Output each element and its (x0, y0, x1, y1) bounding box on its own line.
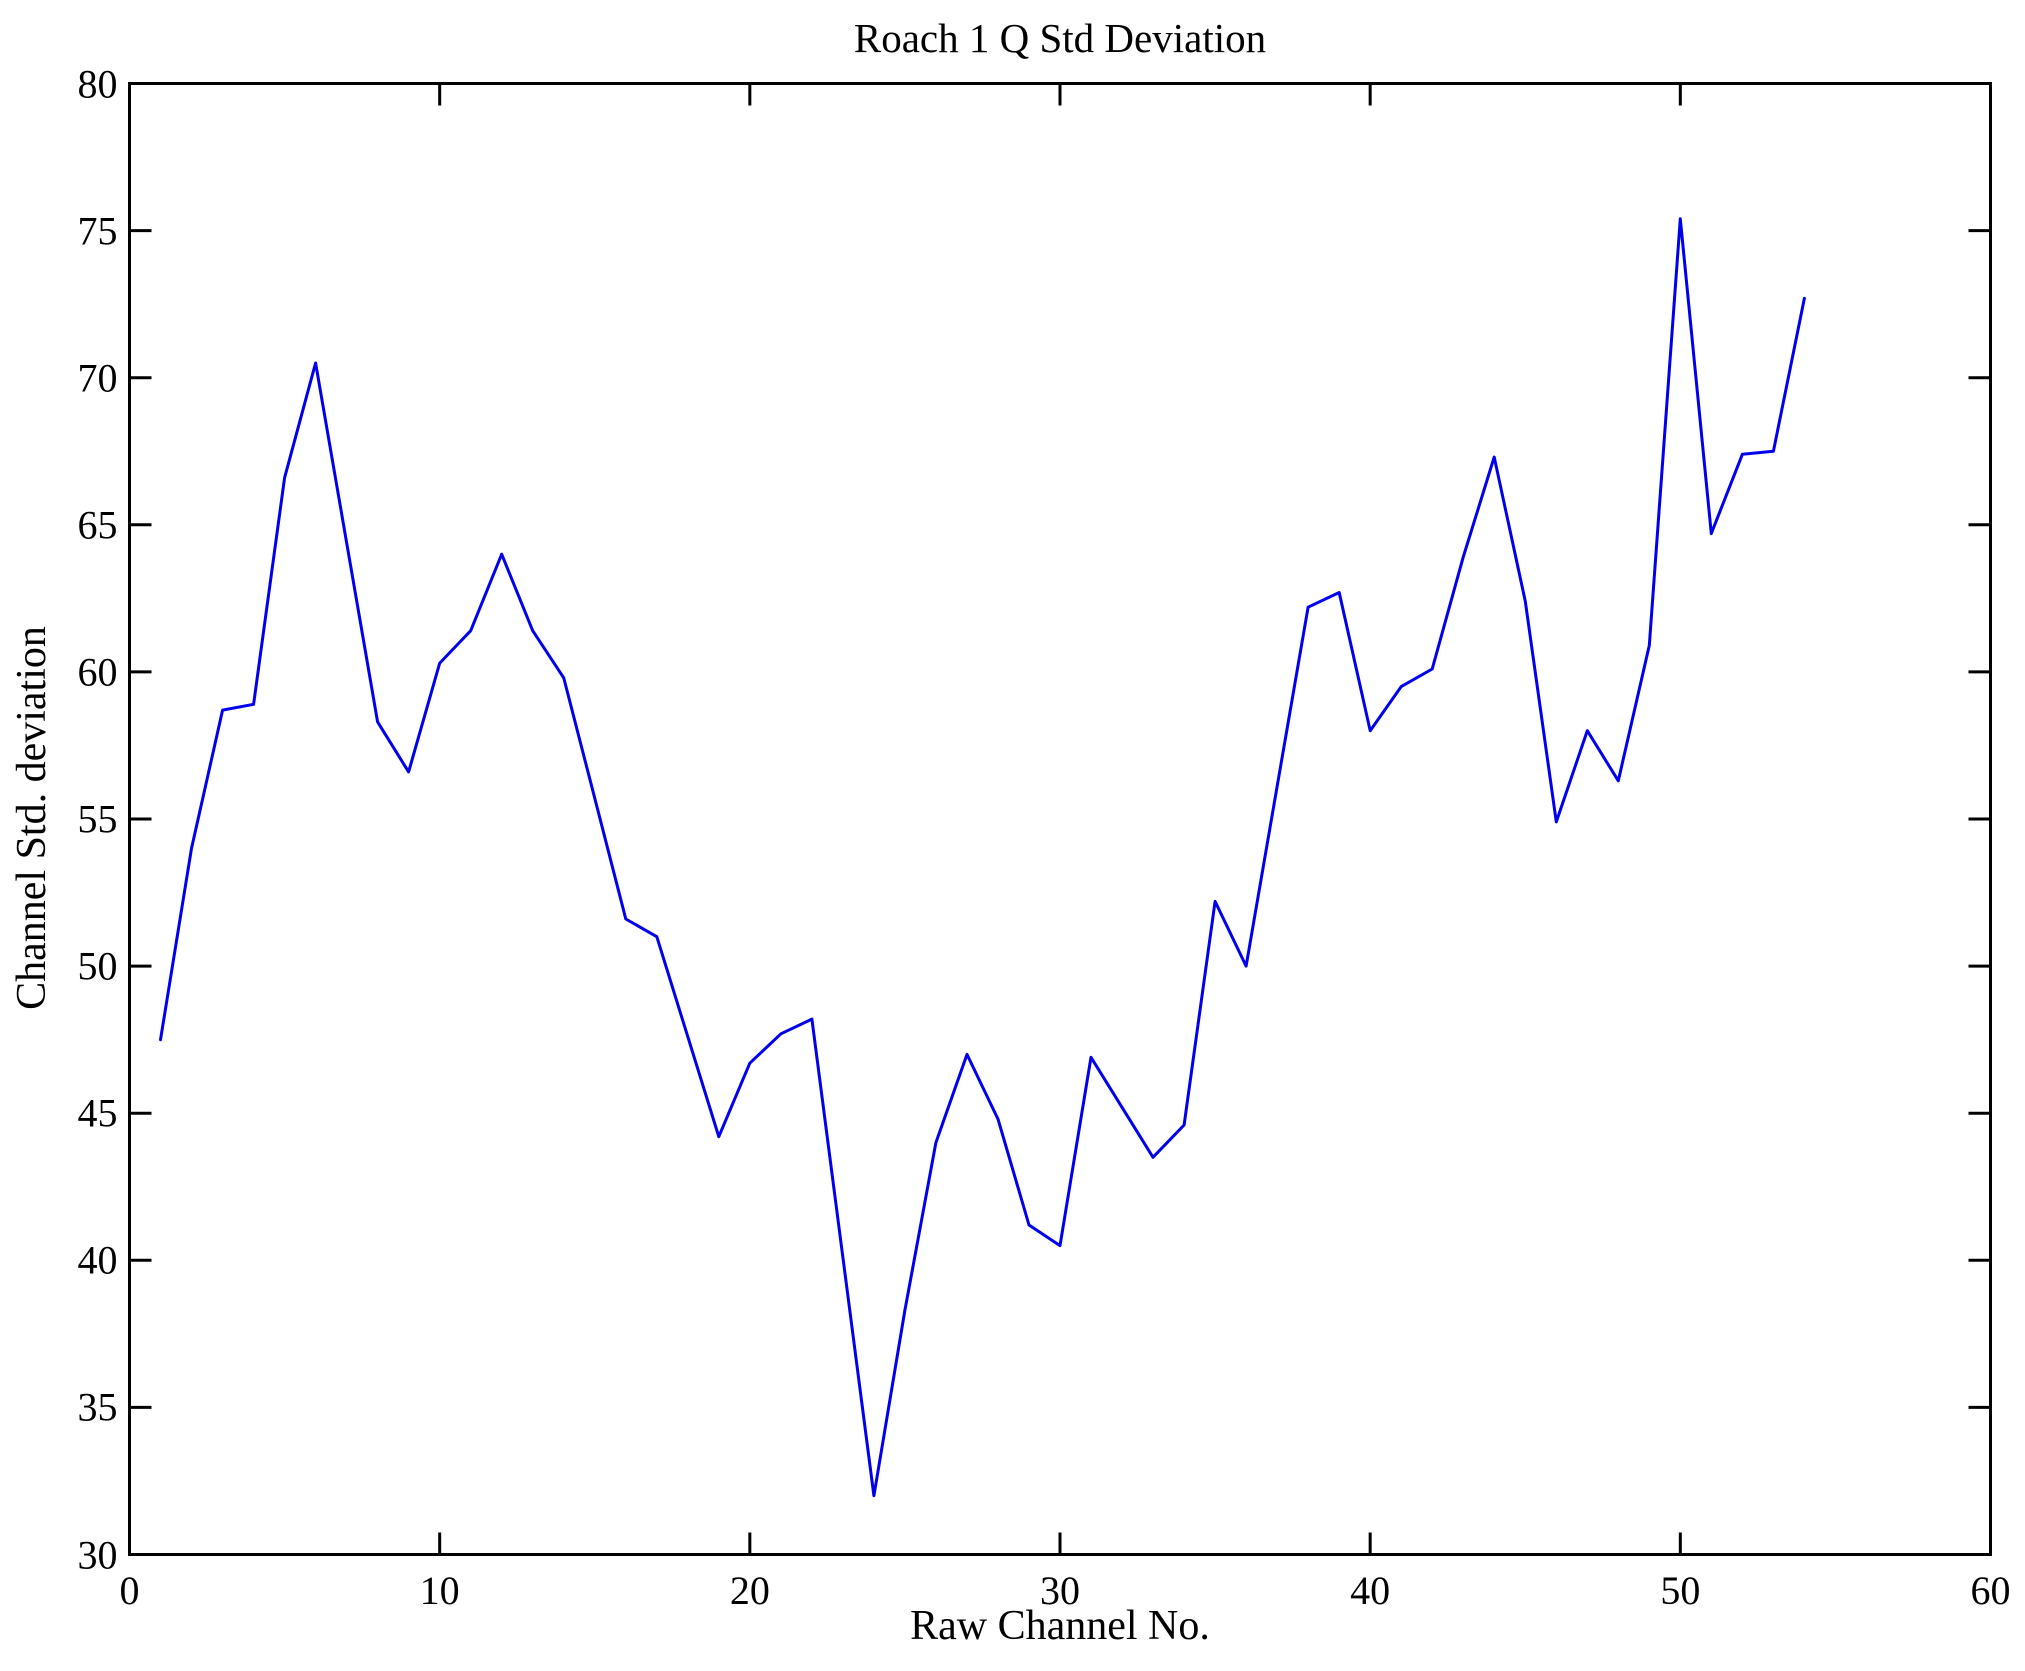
y-tick-label: 40 (77, 1237, 118, 1283)
y-tick-label: 45 (77, 1090, 118, 1136)
x-tick-label: 30 (1040, 1567, 1080, 1613)
y-tick-label: 35 (77, 1384, 118, 1430)
y-tick-label: 50 (77, 943, 118, 989)
x-tick-label: 50 (1660, 1567, 1701, 1613)
x-tick-label: 40 (1350, 1567, 1391, 1613)
x-tick-label: 60 (1970, 1567, 2011, 1613)
x-tick-label: 10 (419, 1567, 460, 1613)
x-axis-label: Raw Channel No. (910, 1603, 1210, 1649)
y-axis-label: Channel Std. deviation (9, 626, 55, 1010)
y-tick-label: 75 (77, 208, 118, 254)
tick-marks (128, 82, 1992, 1556)
x-tick-label: 20 (729, 1567, 770, 1613)
data-line (159, 217, 1806, 1498)
y-tick-label: 65 (77, 502, 118, 548)
chart-title: Roach 1 Q Std Deviation (853, 15, 1267, 61)
x-tick-label: 0 (119, 1567, 140, 1613)
y-tick-label: 30 (77, 1532, 118, 1577)
y-tick-label: 60 (77, 649, 118, 695)
y-tick-label: 80 (77, 61, 118, 106)
y-tick-label: 55 (77, 796, 118, 842)
y-tick-label: 70 (77, 355, 118, 401)
axes-box (128, 82, 1992, 1556)
